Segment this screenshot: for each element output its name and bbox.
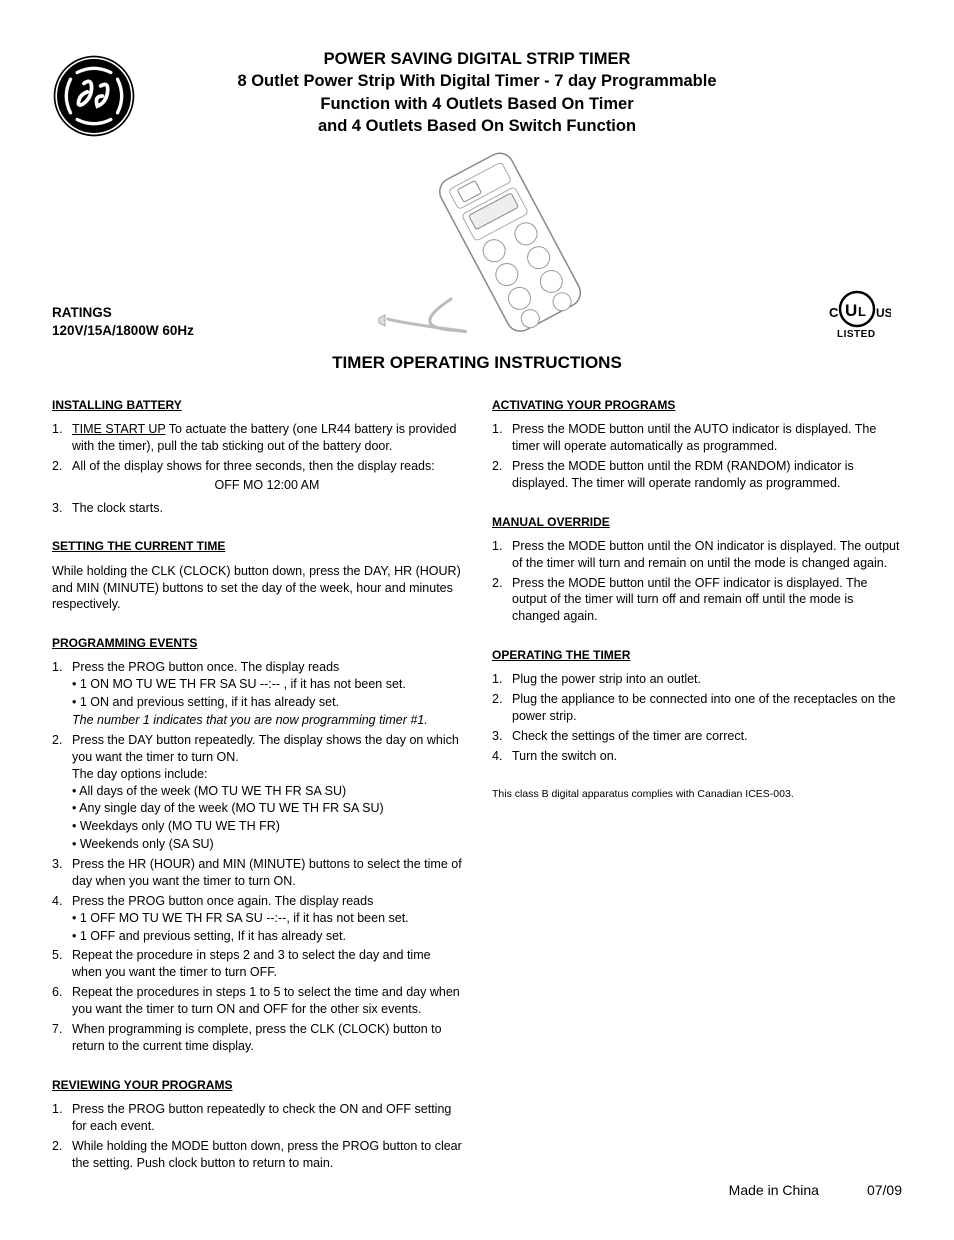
text: Press the MODE button until the OFF indi… xyxy=(512,576,868,624)
text: Press the MODE button until the ON indic… xyxy=(512,539,899,570)
list-item: 7. When programming is complete, press t… xyxy=(52,1021,462,1055)
text: Turn the switch on. xyxy=(512,749,617,763)
heading: REVIEWING YOUR PROGRAMS xyxy=(52,1077,462,1093)
list-item: 1. Press the MODE button until the AUTO … xyxy=(492,421,902,455)
section-installing-battery: INSTALLING BATTERY 1. TIME START UP To a… xyxy=(52,397,462,517)
svg-text:C: C xyxy=(829,305,839,320)
section-activating-programs: ACTIVATING YOUR PROGRAMS 1. Press the MO… xyxy=(492,397,902,492)
display-reading: OFF MO 12:00 AM xyxy=(72,477,462,494)
body-text: While holding the CLK (CLOCK) button dow… xyxy=(52,563,462,614)
list-item: 5. Repeat the procedure in steps 2 and 3… xyxy=(52,947,462,981)
bullet: Weekends only (SA SU) xyxy=(72,836,462,853)
list-item: 1. Plug the power strip into an outlet. xyxy=(492,671,902,688)
list-item: 4. Press the PROG button once again. The… xyxy=(52,893,462,945)
text: Press the PROG button repeatedly to chec… xyxy=(72,1102,451,1133)
text: All of the display shows for three secon… xyxy=(72,459,435,473)
list-item: 1. Press the PROG button repeatedly to c… xyxy=(52,1101,462,1135)
list-item: 2. Press the DAY button repeatedly. The … xyxy=(52,732,462,853)
bullet: 1 OFF and previous setting, If it has al… xyxy=(72,928,462,945)
svg-text:LISTED: LISTED xyxy=(837,329,876,339)
text: Plug the appliance to be connected into … xyxy=(512,692,896,723)
text: Repeat the procedures in steps 1 to 5 to… xyxy=(72,985,460,1016)
heading: PROGRAMMING EVENTS xyxy=(52,635,462,651)
list-item: 1. Press the MODE button until the ON in… xyxy=(492,538,902,572)
ul-listed-mark: C U L US LISTED xyxy=(812,287,902,344)
list-item: 2. All of the display shows for three se… xyxy=(52,458,462,494)
list-item: 6. Repeat the procedures in steps 1 to 5… xyxy=(52,984,462,1018)
date-label: 07/09 xyxy=(867,1181,902,1200)
text: Press the PROG button once. The display … xyxy=(72,660,339,674)
text: Press the HR (HOUR) and MIN (MINUTE) but… xyxy=(72,857,462,888)
section-operating-timer: OPERATING THE TIMER 1. Plug the power st… xyxy=(492,647,902,765)
page-header: POWER SAVING DIGITAL STRIP TIMER 8 Outle… xyxy=(52,48,902,137)
left-column: INSTALLING BATTERY 1. TIME START UP To a… xyxy=(52,397,462,1200)
list-item: 3. Press the HR (HOUR) and MIN (MINUTE) … xyxy=(52,856,462,890)
heading: SETTING THE CURRENT TIME xyxy=(52,538,462,554)
product-illustration xyxy=(194,149,812,344)
made-in-label: Made in China xyxy=(729,1181,819,1200)
sub-text: The day options include: xyxy=(72,766,462,783)
ge-logo xyxy=(52,54,136,143)
text: Check the settings of the timer are corr… xyxy=(512,729,748,743)
section-title: TIMER OPERATING INSTRUCTIONS xyxy=(52,352,902,375)
section-manual-override: MANUAL OVERRIDE 1. Press the MODE button… xyxy=(492,514,902,626)
list-item: 2. While holding the MODE button down, p… xyxy=(52,1138,462,1172)
list-item: 2. Plug the appliance to be connected in… xyxy=(492,691,902,725)
svg-text:L: L xyxy=(858,304,866,319)
svg-text:U: U xyxy=(845,301,857,320)
section-setting-time: SETTING THE CURRENT TIME While holding t… xyxy=(52,538,462,613)
title-line-4: and 4 Outlets Based On Switch Function xyxy=(52,115,902,137)
text: Press the DAY button repeatedly. The dis… xyxy=(72,733,459,764)
compliance-note: This class B digital apparatus complies … xyxy=(492,787,902,801)
bullet: Weekdays only (MO TU WE TH FR) xyxy=(72,818,462,835)
heading: ACTIVATING YOUR PROGRAMS xyxy=(492,397,902,413)
note-text: The number 1 indicates that you are now … xyxy=(72,713,428,727)
section-programming-events: PROGRAMMING EVENTS 1. Press the PROG but… xyxy=(52,635,462,1054)
bullet: 1 ON MO TU WE TH FR SA SU --:-- , if it … xyxy=(72,676,462,693)
heading: MANUAL OVERRIDE xyxy=(492,514,902,530)
section-reviewing-programs: REVIEWING YOUR PROGRAMS 1. Press the PRO… xyxy=(52,1077,462,1172)
text: Press the MODE button until the RDM (RAN… xyxy=(512,459,854,490)
text: Repeat the procedure in steps 2 and 3 to… xyxy=(72,948,431,979)
svg-text:US: US xyxy=(876,306,891,320)
bullet: 1 OFF MO TU WE TH FR SA SU --:--, if it … xyxy=(72,910,462,927)
heading: INSTALLING BATTERY xyxy=(52,397,462,413)
text: Press the PROG button once again. The di… xyxy=(72,894,373,908)
bullet: 1 ON and previous setting, if it has alr… xyxy=(72,694,462,711)
title-line-3: Function with 4 Outlets Based On Timer xyxy=(52,93,902,115)
title-line-1: POWER SAVING DIGITAL STRIP TIMER xyxy=(52,48,902,70)
title-line-2: 8 Outlet Power Strip With Digital Timer … xyxy=(52,70,902,92)
time-start-up-label: TIME START UP xyxy=(72,422,166,436)
bullet: All days of the week (MO TU WE TH FR SA … xyxy=(72,783,462,800)
text: Plug the power strip into an outlet. xyxy=(512,672,701,686)
list-item: 1. Press the PROG button once. The displ… xyxy=(52,659,462,729)
title-block: POWER SAVING DIGITAL STRIP TIMER 8 Outle… xyxy=(52,48,902,137)
ratings-value: 120V/15A/1800W 60Hz xyxy=(52,322,194,340)
heading: OPERATING THE TIMER xyxy=(492,647,902,663)
bullet: Any single day of the week (MO TU WE TH … xyxy=(72,800,462,817)
text: While holding the MODE button down, pres… xyxy=(72,1139,462,1170)
list-item: 1. TIME START UP To actuate the battery … xyxy=(52,421,462,455)
text: Press the MODE button until the AUTO ind… xyxy=(512,422,876,453)
text: When programming is complete, press the … xyxy=(72,1022,442,1053)
list-item: 4. Turn the switch on. xyxy=(492,748,902,765)
list-item: 3. The clock starts. xyxy=(52,500,462,517)
list-item: 3. Check the settings of the timer are c… xyxy=(492,728,902,745)
list-item: 2. Press the MODE button until the RDM (… xyxy=(492,458,902,492)
right-column: ACTIVATING YOUR PROGRAMS 1. Press the MO… xyxy=(492,397,902,1200)
footer-row: Made in China 07/09 xyxy=(492,1181,902,1200)
content-columns: INSTALLING BATTERY 1. TIME START UP To a… xyxy=(52,397,902,1200)
list-item: 2. Press the MODE button until the OFF i… xyxy=(492,575,902,626)
ratings-block: RATINGS 120V/15A/1800W 60Hz xyxy=(52,304,194,344)
text: The clock starts. xyxy=(72,501,163,515)
illustration-row: RATINGS 120V/15A/1800W 60Hz xyxy=(52,149,902,344)
ratings-label: RATINGS xyxy=(52,304,194,322)
